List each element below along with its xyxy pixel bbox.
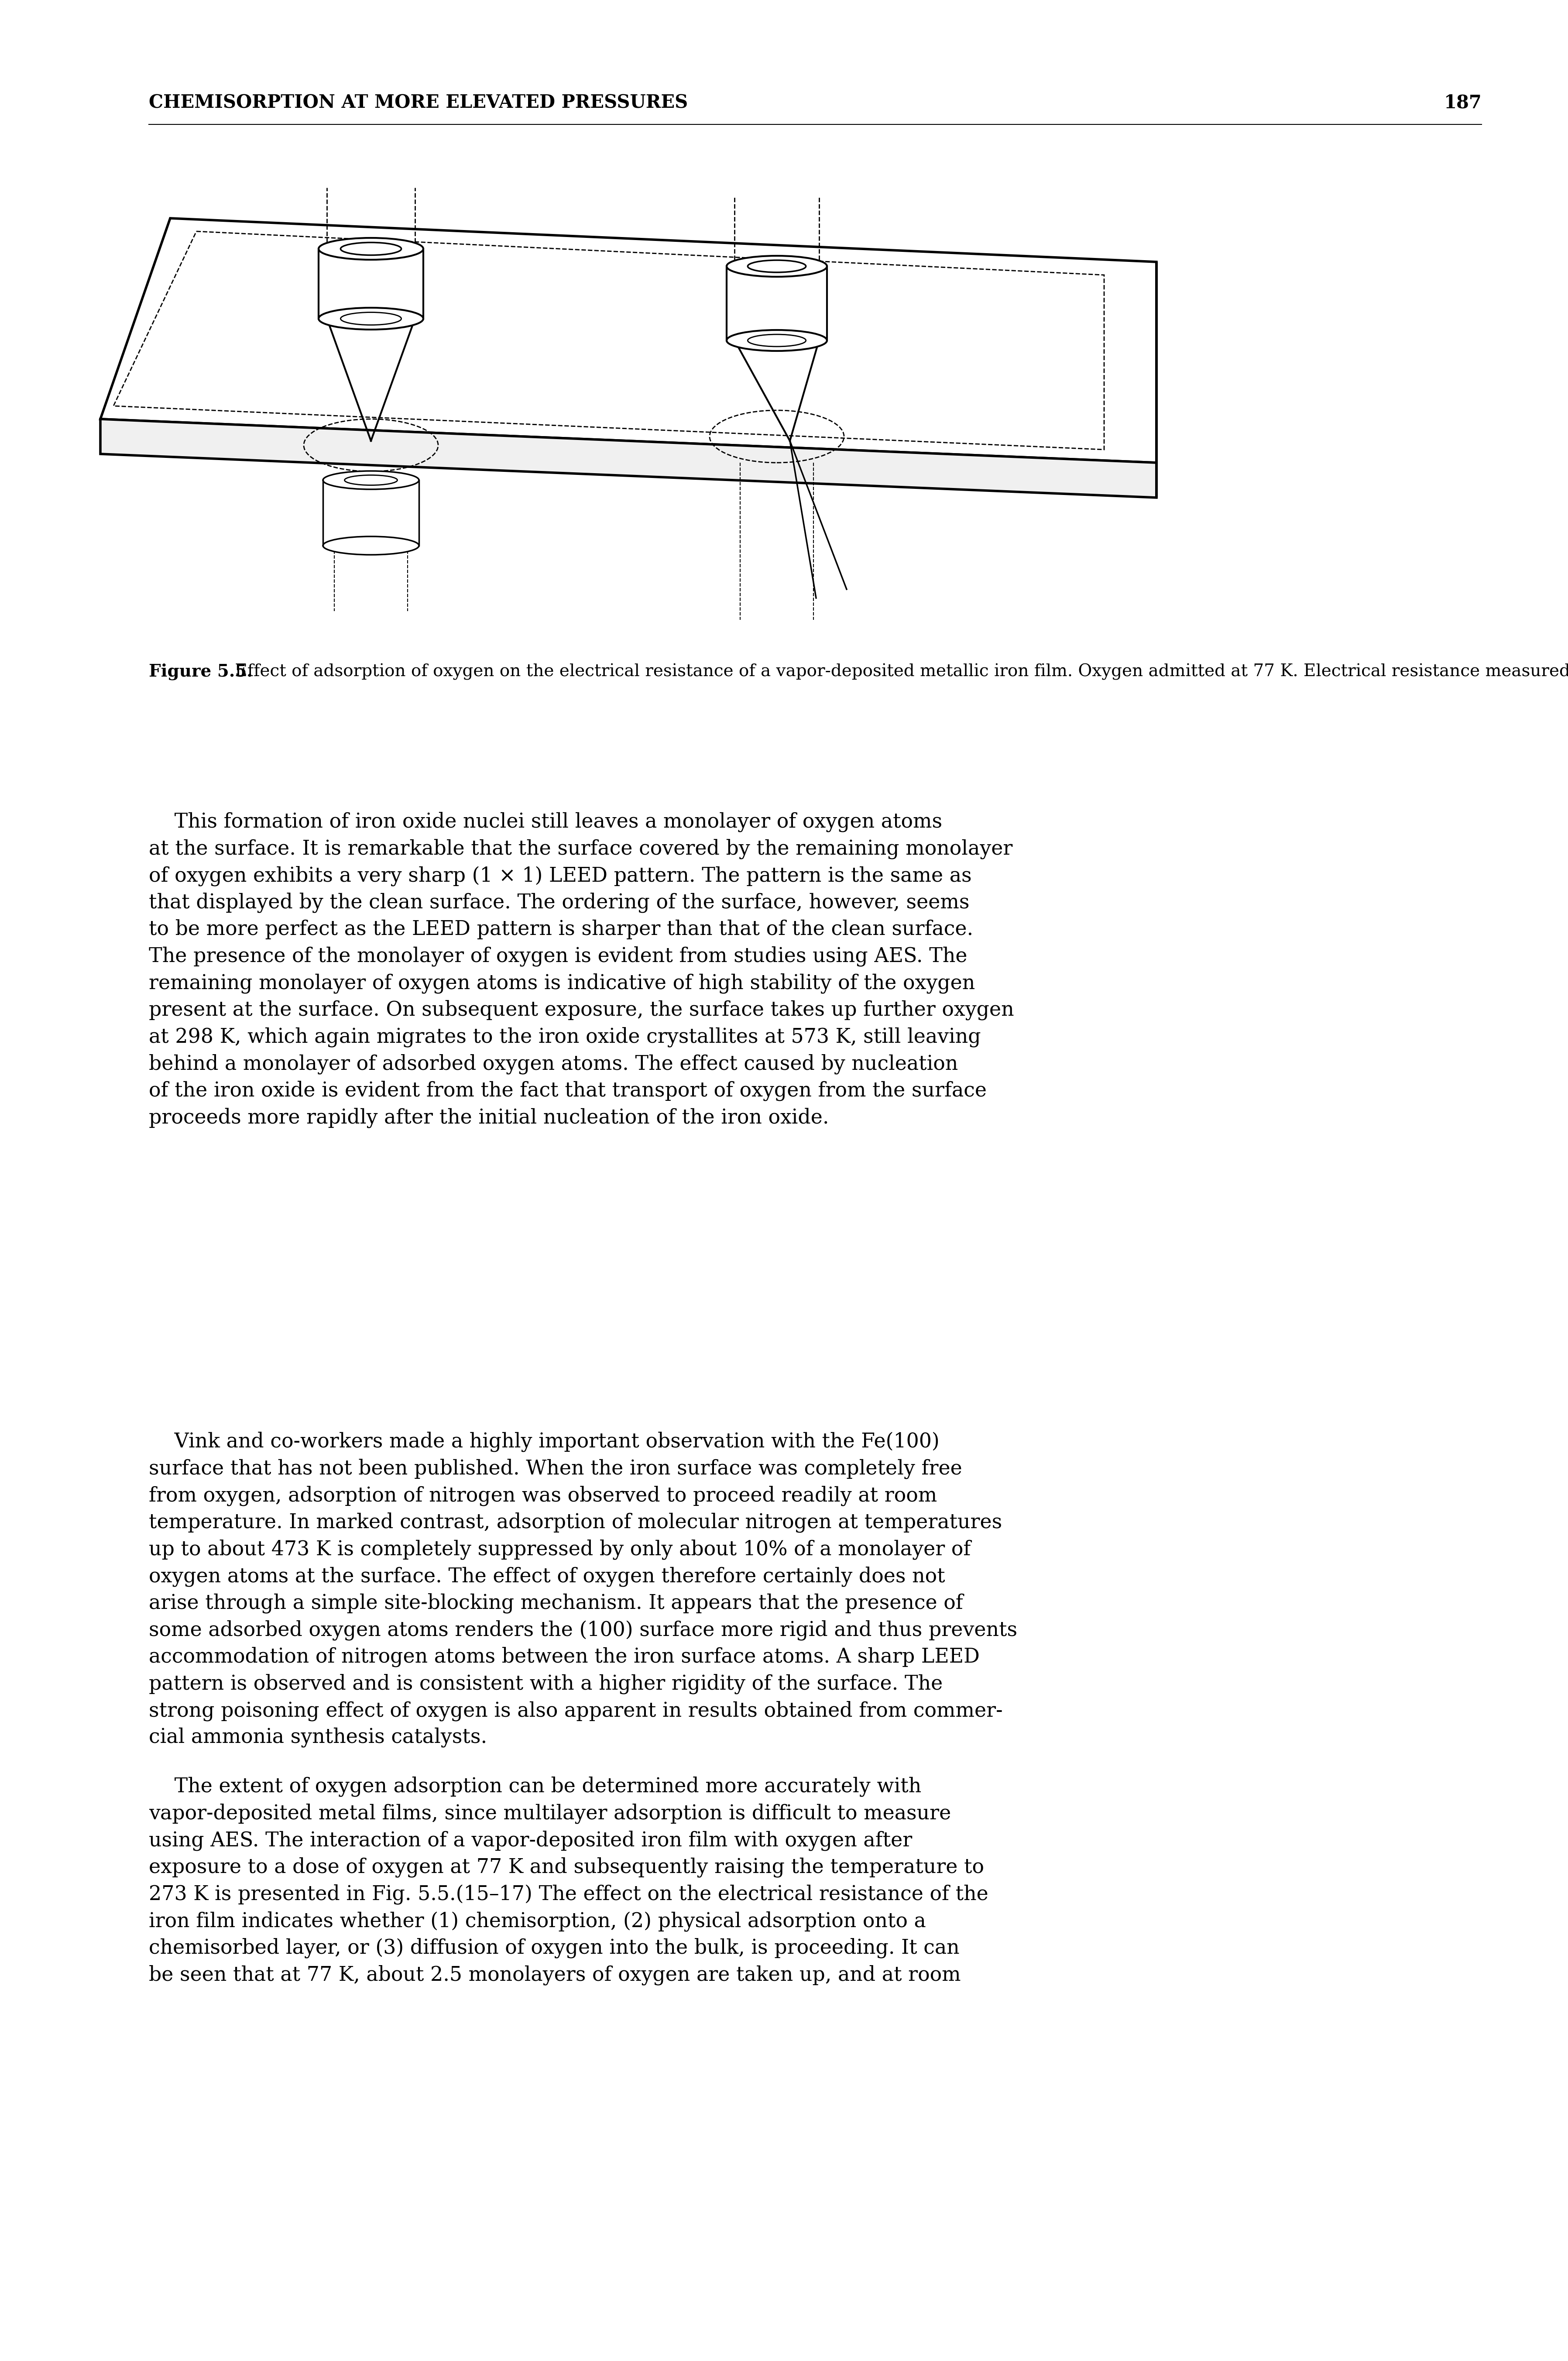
- Ellipse shape: [726, 331, 826, 352]
- Ellipse shape: [323, 536, 419, 555]
- Text: This formation of iron oxide nuclei still leaves a monolayer of oxygen atoms
at : This formation of iron oxide nuclei stil…: [149, 812, 1014, 1129]
- Text: The extent of oxygen adsorption can be determined more accurately with
vapor-dep: The extent of oxygen adsorption can be d…: [149, 1775, 988, 1986]
- Ellipse shape: [748, 260, 806, 272]
- Polygon shape: [100, 418, 1157, 498]
- Ellipse shape: [340, 243, 401, 255]
- Text: Figure 5.5.: Figure 5.5.: [149, 663, 252, 680]
- Text: CHEMISORPTION AT MORE ELEVATED PRESSURES: CHEMISORPTION AT MORE ELEVATED PRESSURES: [149, 94, 688, 113]
- Text: 187: 187: [1444, 94, 1482, 113]
- Ellipse shape: [726, 255, 826, 276]
- Ellipse shape: [318, 307, 423, 331]
- Ellipse shape: [318, 238, 423, 260]
- Polygon shape: [100, 217, 1157, 463]
- Text: Effect of adsorption of oxygen on the electrical resistance of a vapor-deposited: Effect of adsorption of oxygen on the el…: [229, 663, 1568, 680]
- Ellipse shape: [323, 470, 419, 489]
- Text: Vink and co-workers made a highly important observation with the Fe(100)
surface: Vink and co-workers made a highly import…: [149, 1431, 1018, 1747]
